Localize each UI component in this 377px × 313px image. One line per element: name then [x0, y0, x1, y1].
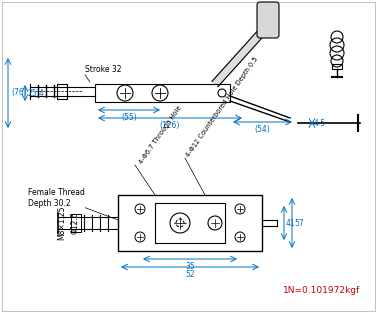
Text: M8×1.25: M8×1.25 [58, 206, 66, 240]
Text: 4-Φ6.7 Through Hole: 4-Φ6.7 Through Hole [138, 105, 183, 165]
Bar [95, 84, 230, 102]
Text: (54): (54) [254, 125, 270, 134]
Text: 52: 52 [185, 270, 195, 279]
Bar [71, 214, 81, 232]
Polygon shape [212, 20, 273, 87]
Text: Φ12.6: Φ12.6 [70, 212, 80, 234]
Text: (55): (55) [121, 113, 137, 122]
Text: 25.4: 25.4 [27, 89, 44, 98]
Bar [57, 84, 67, 99]
Text: Female Thread
Depth 30.2: Female Thread Depth 30.2 [28, 188, 85, 208]
Text: 57: 57 [294, 218, 304, 228]
Text: 4.5: 4.5 [314, 119, 326, 127]
Text: (76): (76) [11, 89, 27, 98]
Text: (126): (126) [160, 121, 180, 130]
Text: 41: 41 [286, 218, 296, 228]
Bar [118, 195, 262, 251]
FancyBboxPatch shape [257, 2, 279, 38]
Bar [332, 64, 342, 69]
Bar [155, 203, 225, 243]
Text: 4-Φ12 Counterbored Hole Depth 0.5: 4-Φ12 Counterbored Hole Depth 0.5 [185, 56, 259, 158]
Text: 35: 35 [185, 262, 195, 271]
Text: Stroke 32: Stroke 32 [85, 65, 121, 74]
Text: 1N=0.101972kgf: 1N=0.101972kgf [283, 286, 360, 295]
